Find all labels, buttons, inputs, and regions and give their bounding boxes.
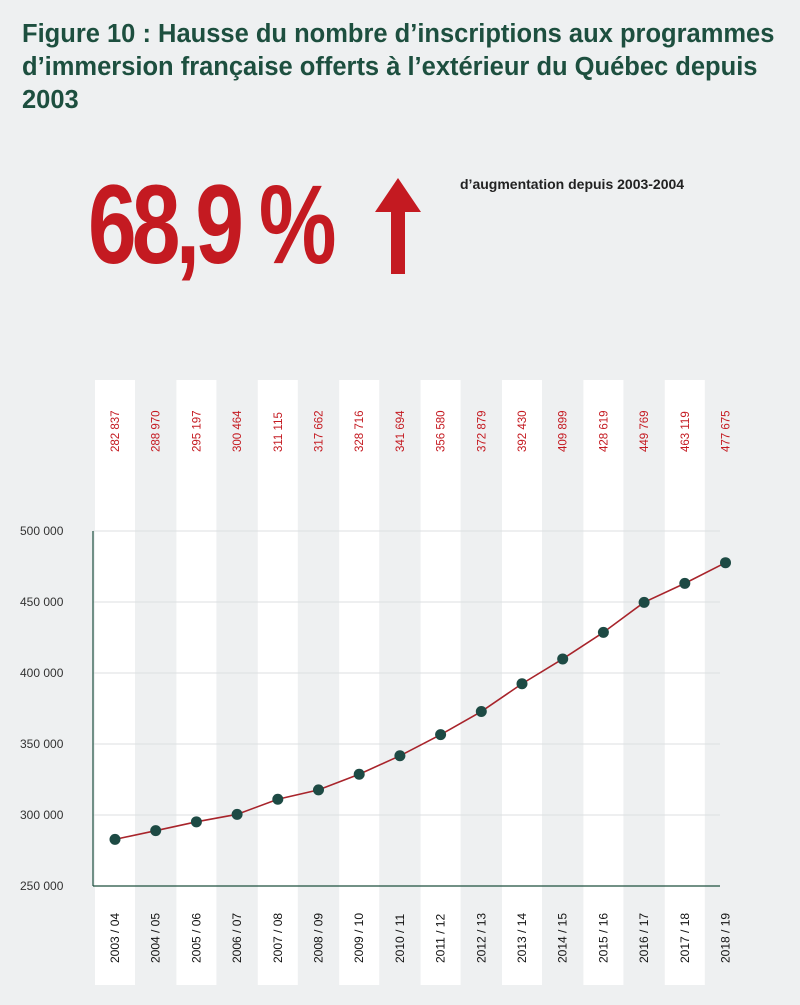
- data-point: [516, 678, 528, 690]
- y-tick-label: 450 000: [20, 595, 64, 609]
- data-label: 328 716: [354, 410, 366, 452]
- data-point: [150, 825, 162, 837]
- data-point: [720, 557, 731, 569]
- data-label: 341 694: [395, 410, 407, 452]
- data-point: [435, 729, 447, 741]
- y-tick-label: 250 000: [20, 879, 64, 893]
- data-label: 428 619: [598, 410, 610, 452]
- data-label: 463 119: [680, 411, 692, 452]
- data-point: [353, 768, 365, 780]
- y-tick-labels: 250 000 300 000 350 000 400 000 450 000 500 0…: [20, 524, 64, 893]
- x-tick-label: 2006 / 07: [230, 913, 244, 963]
- x-tick-label: 2004 / 05: [149, 913, 163, 963]
- up-arrow-icon: [375, 178, 421, 274]
- axes: [92, 531, 720, 887]
- data-label: 295 197: [191, 410, 203, 452]
- column-band: [257, 380, 298, 985]
- figure-title: Figure 10 : Hausse du nombre d’inscripti…: [22, 20, 775, 114]
- x-tick-label: 2014 / 15: [556, 913, 570, 963]
- data-points: [109, 557, 731, 845]
- column-band: [176, 380, 217, 985]
- x-tick-label: 2015 / 16: [596, 913, 610, 963]
- x-tick-label: 2009 / 10: [352, 913, 366, 963]
- column-band: [420, 380, 461, 985]
- x-tick-label: 2017 / 18: [678, 913, 692, 963]
- x-tick-label: 2012 / 13: [474, 913, 488, 963]
- data-point: [109, 833, 121, 845]
- data-label: 477 675: [721, 410, 733, 452]
- x-tick-label: 2008 / 09: [312, 913, 326, 963]
- x-tick-label: 2018 / 19: [719, 913, 733, 963]
- data-point: [190, 816, 202, 828]
- data-point: [475, 706, 487, 718]
- data-point: [638, 596, 650, 608]
- y-tick-label: 300 000: [20, 808, 64, 822]
- data-label: 449 769: [639, 410, 651, 452]
- column-band: [95, 380, 135, 985]
- x-tick-label: 2003 / 04: [108, 913, 122, 963]
- column-band: [664, 380, 705, 985]
- y-tick-label: 350 000: [20, 737, 64, 751]
- y-tick-label: 500 000: [20, 524, 64, 538]
- gridlines: [93, 530, 720, 816]
- increase-label: d’augmentation depuis 2003-2004: [460, 176, 685, 192]
- column-bands: [95, 380, 705, 985]
- data-label: 300 464: [232, 410, 244, 452]
- data-point: [231, 808, 243, 820]
- y-tick-label: 400 000: [20, 666, 64, 680]
- data-value-labels: 282 837 288 970 295 197 300 464 311 115 317 6…: [110, 410, 733, 452]
- data-label: 311 115: [273, 412, 285, 452]
- x-tick-label: 2013 / 14: [515, 913, 529, 963]
- x-tick-label: 2005 / 06: [189, 913, 203, 963]
- increase-percentage: 68,9 %: [88, 162, 337, 287]
- x-tick-label: 2007 / 08: [271, 913, 285, 963]
- data-label: 288 970: [151, 410, 163, 452]
- data-label: 372 879: [476, 410, 488, 452]
- data-point: [597, 626, 609, 638]
- data-label: 392 430: [517, 410, 529, 452]
- x-tick-label: 2016 / 17: [637, 913, 651, 963]
- x-tick-labels: 2003 / 04 2004 / 05 2005 / 06 2006 / 07 2007…: [108, 913, 733, 963]
- data-point: [313, 784, 324, 796]
- data-point: [557, 653, 569, 665]
- x-tick-label: 2011 / 12: [434, 914, 448, 963]
- x-tick-label: 2010 / 11: [393, 914, 407, 963]
- data-point: [394, 750, 406, 762]
- data-point: [679, 577, 691, 589]
- column-band: [339, 380, 380, 985]
- data-label: 317 662: [314, 410, 326, 452]
- data-label: 409 899: [558, 410, 570, 452]
- data-label: 282 837: [110, 410, 122, 452]
- column-band: [583, 380, 624, 985]
- series-line: [114, 561, 726, 841]
- data-label: 356 580: [436, 410, 448, 452]
- data-point: [272, 793, 284, 805]
